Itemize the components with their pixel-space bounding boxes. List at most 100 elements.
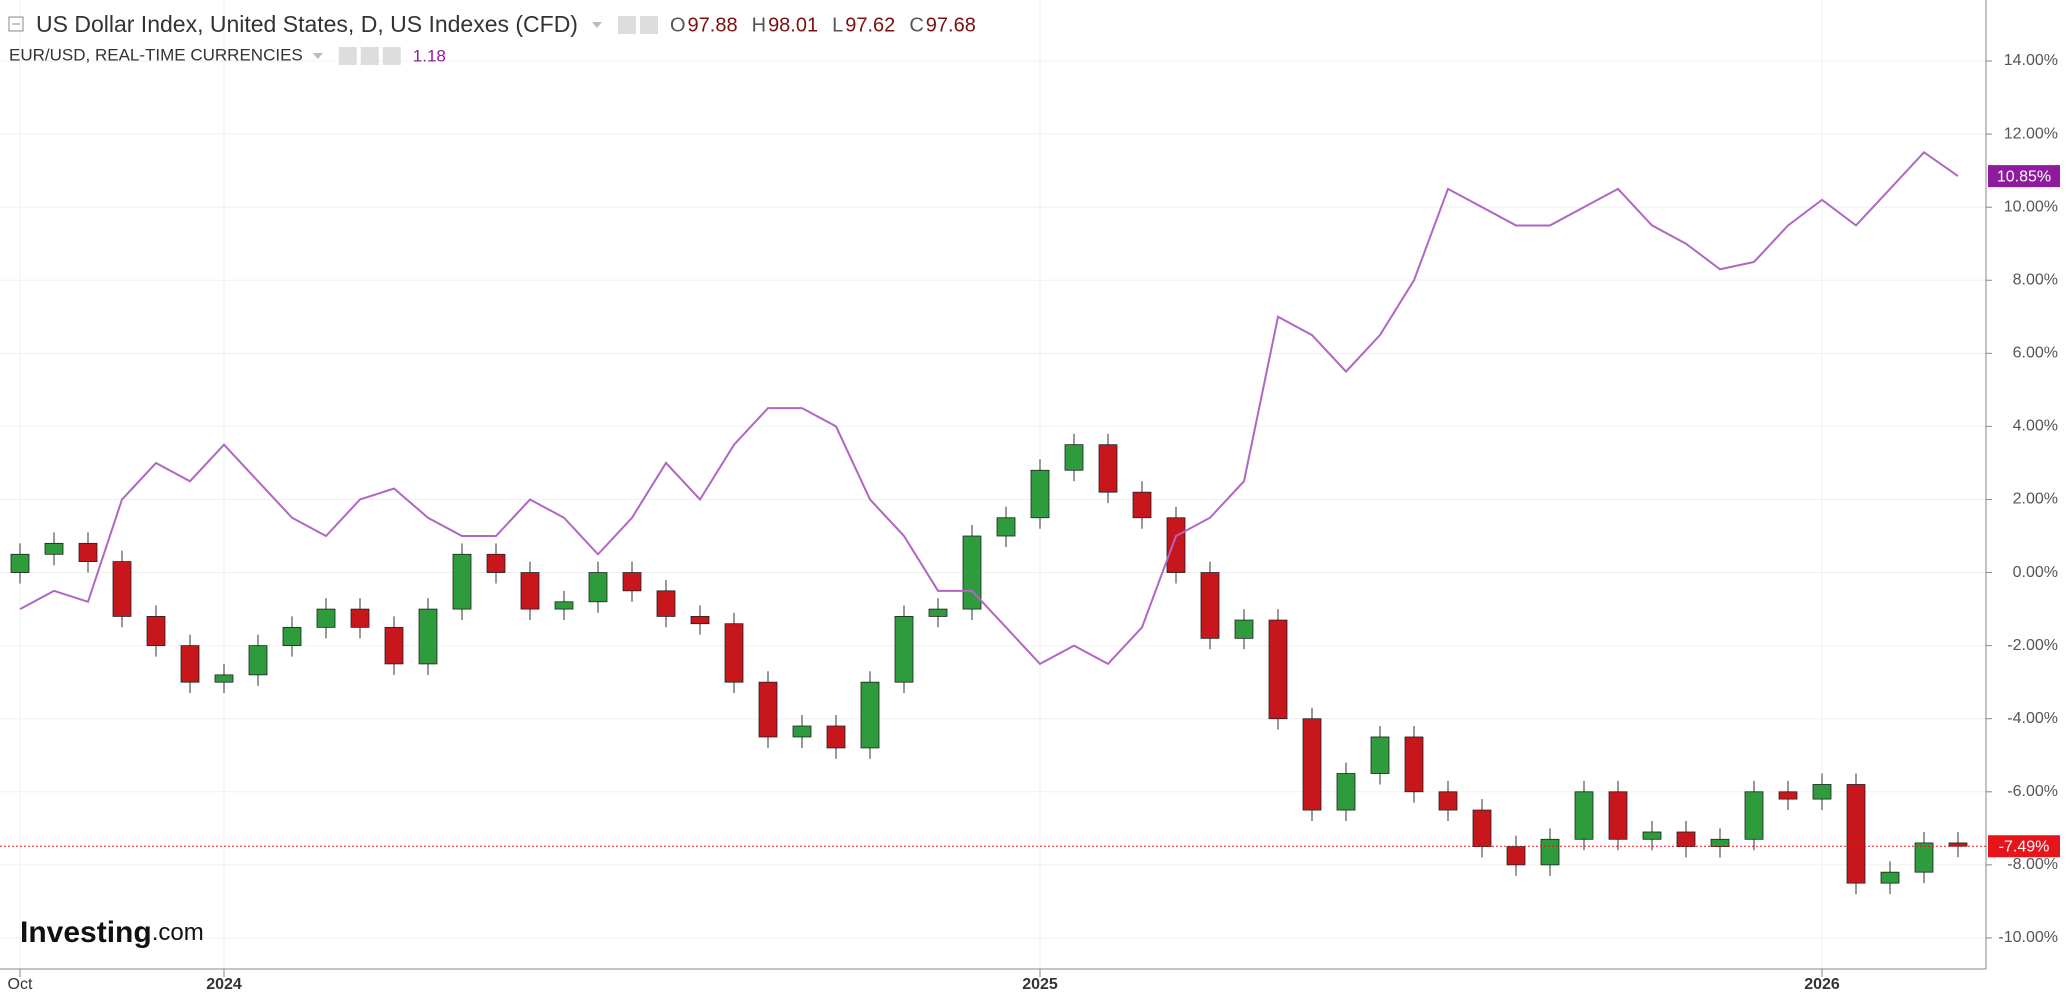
candle-body <box>1132 491 1152 519</box>
y-tick-label: -8.00% <box>2007 856 2058 873</box>
y-tick-label: 4.00% <box>2013 418 2058 435</box>
candle-body <box>1472 809 1492 847</box>
candle-body <box>1200 572 1220 639</box>
candle-body <box>1064 444 1084 471</box>
icon <box>338 47 357 65</box>
candle-body <box>554 601 574 610</box>
legend-price: 1.18 <box>413 46 446 65</box>
y-tick-label: -2.00% <box>2007 637 2058 654</box>
candle-body <box>758 681 778 738</box>
candle-body <box>1030 469 1050 519</box>
ohlc-value: 97.88 <box>688 14 738 36</box>
candle-body <box>690 616 710 625</box>
y-tick-label: -10.00% <box>1998 929 2058 946</box>
y-tick-label: 8.00% <box>2013 271 2058 288</box>
last-price-label: -7.49% <box>1999 838 2050 855</box>
candle-body <box>1234 619 1254 639</box>
candle-body <box>588 572 608 603</box>
logo-main: Investing <box>20 916 152 949</box>
candle-body <box>1880 871 1900 884</box>
candle-body <box>1098 444 1118 493</box>
candle-body <box>418 608 438 665</box>
candle-body <box>180 645 200 683</box>
candle-body <box>826 725 846 749</box>
logo-suffix: .com <box>152 919 204 946</box>
candle-body <box>622 572 642 592</box>
candle-body <box>1540 838 1560 866</box>
candle-body <box>724 623 744 683</box>
ohlc-value: 97.68 <box>926 14 976 36</box>
candle-body <box>1336 773 1356 811</box>
candle-body <box>1506 846 1526 866</box>
line-series <box>19 151 1959 666</box>
candle-body <box>452 553 472 610</box>
candle-body <box>1404 736 1424 793</box>
ohlc-value: 98.01 <box>768 14 818 36</box>
icon <box>382 47 401 65</box>
candle-body <box>78 542 98 562</box>
candle-body <box>792 725 812 738</box>
candle-body <box>1574 791 1594 840</box>
candle-body <box>1370 736 1390 774</box>
x-tick-label: Oct <box>8 976 33 993</box>
dropdown <box>591 22 602 28</box>
candle-body <box>1710 838 1730 847</box>
candle-body <box>384 626 404 665</box>
x-tick-label: 2026 <box>1804 976 1840 993</box>
ohlc-label: O <box>670 14 686 36</box>
candle-body <box>1166 517 1186 573</box>
candle-body <box>146 616 166 647</box>
last-price-box <box>1988 165 2060 188</box>
collapse-icon <box>8 16 24 32</box>
candle-body <box>316 608 336 628</box>
x-tick-label: 2024 <box>206 976 242 993</box>
candle-body <box>350 608 370 628</box>
candle-body <box>10 553 30 573</box>
y-tick-label: 10.00% <box>2004 198 2058 215</box>
candle-body <box>1642 831 1662 840</box>
candle-body <box>1268 619 1288 720</box>
candle-body <box>894 616 914 683</box>
last-price-label: 10.85% <box>1997 168 2051 185</box>
candle-body <box>1608 791 1628 840</box>
last-price-box <box>1988 835 2060 858</box>
candle-body <box>928 608 948 617</box>
y-tick-label: -6.00% <box>2007 783 2058 800</box>
y-tick-label: 0.00% <box>2013 564 2058 581</box>
y-tick-label: -4.00% <box>2007 710 2058 727</box>
candle-body <box>1846 784 1866 884</box>
candle-body <box>112 561 132 617</box>
candle-body <box>1744 791 1764 840</box>
dropdown <box>312 53 323 59</box>
candle-body <box>1302 718 1322 811</box>
candle-body <box>1676 831 1696 847</box>
candle-body <box>996 517 1016 537</box>
candle-body <box>1438 791 1458 811</box>
candle-body <box>486 553 506 573</box>
candle-body <box>1914 842 1934 873</box>
candle-body <box>860 681 880 749</box>
legend-title: EUR/USD, REAL-TIME CURRENCIES <box>9 45 303 64</box>
icon <box>639 16 658 34</box>
candle-body <box>656 590 676 617</box>
candles <box>10 433 1968 895</box>
y-tick-label: 2.00% <box>2013 491 2058 508</box>
y-tick-label: 14.00% <box>2004 52 2058 69</box>
ohlc-value: 97.62 <box>845 14 895 36</box>
candle-body <box>1778 791 1798 800</box>
candle-body <box>520 572 540 610</box>
icon <box>617 16 636 34</box>
x-tick-label: 2025 <box>1022 976 1058 993</box>
y-tick-label: 6.00% <box>2013 345 2058 362</box>
candle-body <box>44 542 64 555</box>
y-tick-label: 12.00% <box>2004 125 2058 142</box>
ohlc-label: C <box>909 14 923 36</box>
candle-body <box>214 674 234 683</box>
ohlc-label: L <box>832 14 843 36</box>
candle-body <box>248 645 268 676</box>
legend-title: US Dollar Index, United States, D, US In… <box>36 11 578 37</box>
candle-body <box>282 626 302 647</box>
ohlc-label: H <box>752 14 766 36</box>
candle-body <box>1812 784 1832 800</box>
